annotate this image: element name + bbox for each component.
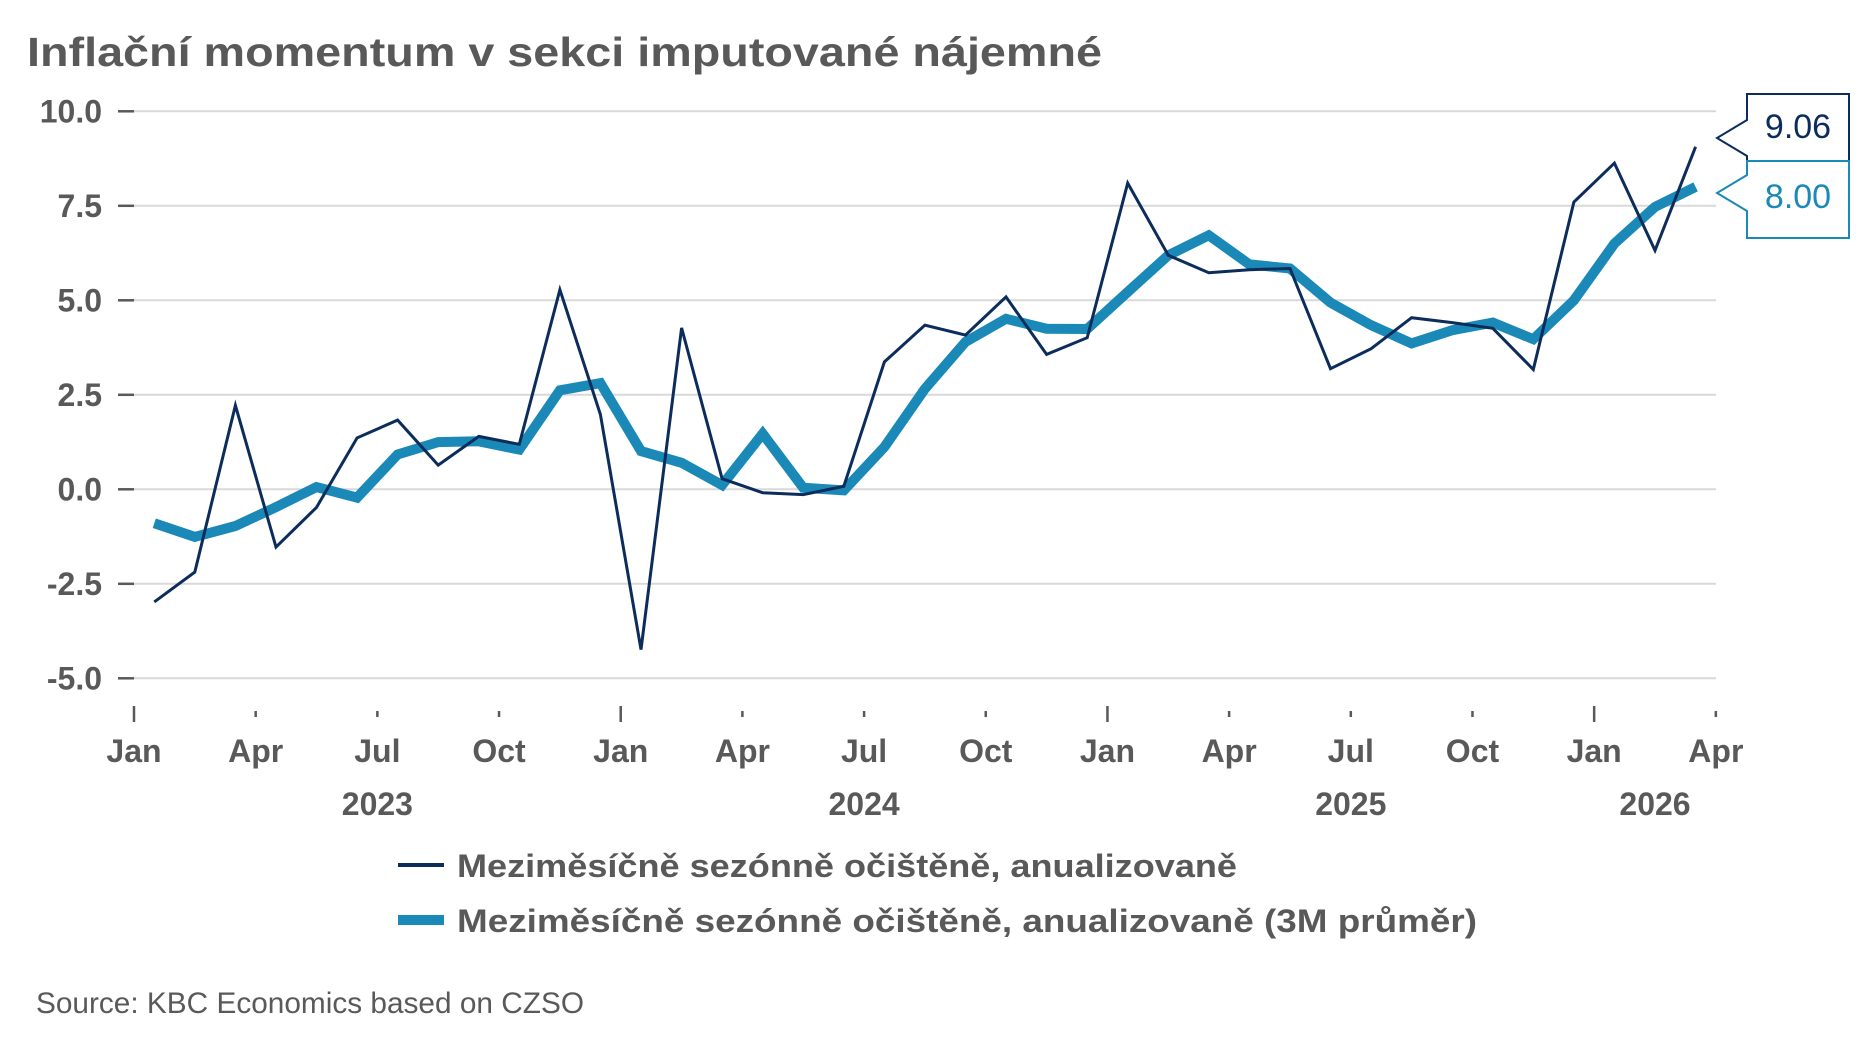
x-tick-label: Oct [959, 733, 1013, 769]
x-tick-label: Oct [1446, 733, 1500, 769]
legend-item-3m-average[interactable]: Meziměsíčně sezónně očištěně, anualizova… [398, 903, 1477, 939]
x-year-label: 2024 [828, 786, 899, 822]
value-callouts: 9.06 8.00 [1715, 93, 1850, 239]
x-tick-label: Jul [354, 733, 400, 769]
series-line-3m-average [152, 182, 1698, 543]
y-tick-label: 2.5 [58, 377, 102, 413]
x-tick-label: Jan [593, 733, 648, 769]
gridlines [133, 110, 1716, 680]
x-tick-label: Apr [1202, 733, 1257, 769]
x-axis: Jan Apr Jul Oct Jan Apr Jul Oct Jan Apr Jul Oct Jan A… [106, 706, 1743, 822]
x-tick-label: Jul [841, 733, 887, 769]
callout-box [1715, 160, 1850, 239]
series-line-monthly [153, 146, 1697, 650]
y-tick-label: 0.0 [58, 471, 102, 507]
plot-area [152, 146, 1698, 650]
source-note: Source: KBC Economics based on CZSO [36, 987, 584, 1020]
x-tick-label: Jan [1567, 733, 1622, 769]
legend-label-monthly: Meziměsíčně sezónně očištěně, anualizova… [457, 848, 1237, 884]
x-tick-label: Jul [1328, 733, 1374, 769]
x-tick-label: Apr [1688, 733, 1743, 769]
x-tick-label: Jan [106, 733, 161, 769]
y-tick-label: -2.5 [47, 566, 102, 602]
x-tick-label: Apr [715, 733, 770, 769]
y-tick-label: 5.0 [58, 282, 102, 318]
chart-title: Inflační momentum v sekci imputované náj… [27, 29, 1102, 75]
y-tick-label: 7.5 [58, 188, 102, 224]
legend-item-monthly[interactable]: Meziměsíčně sezónně očištěně, anualizova… [398, 848, 1237, 884]
callout-value: 8.00 [1765, 178, 1831, 216]
callout-3m-average: 8.00 [1715, 160, 1850, 239]
x-year-label: 2023 [342, 786, 413, 822]
x-tick-label: Oct [472, 733, 526, 769]
x-year-label: 2026 [1619, 786, 1690, 822]
callout-monthly: 9.06 [1715, 93, 1850, 162]
callout-box [1715, 93, 1850, 162]
x-tick-label: Apr [228, 733, 283, 769]
callout-value: 9.06 [1765, 108, 1831, 146]
x-tick-label: Jan [1080, 733, 1135, 769]
y-tick-label: 10.0 [40, 93, 102, 129]
x-year-label: 2025 [1315, 786, 1386, 822]
y-tick-label: -5.0 [47, 660, 102, 696]
y-axis: 10.0 7.5 5.0 2.5 0.0 -2.5 -5.0 [40, 93, 134, 696]
legend-label-3m-average: Meziměsíčně sezónně očištěně, anualizova… [457, 903, 1477, 939]
legend: Meziměsíčně sezónně očištěně, anualizova… [398, 848, 1477, 939]
